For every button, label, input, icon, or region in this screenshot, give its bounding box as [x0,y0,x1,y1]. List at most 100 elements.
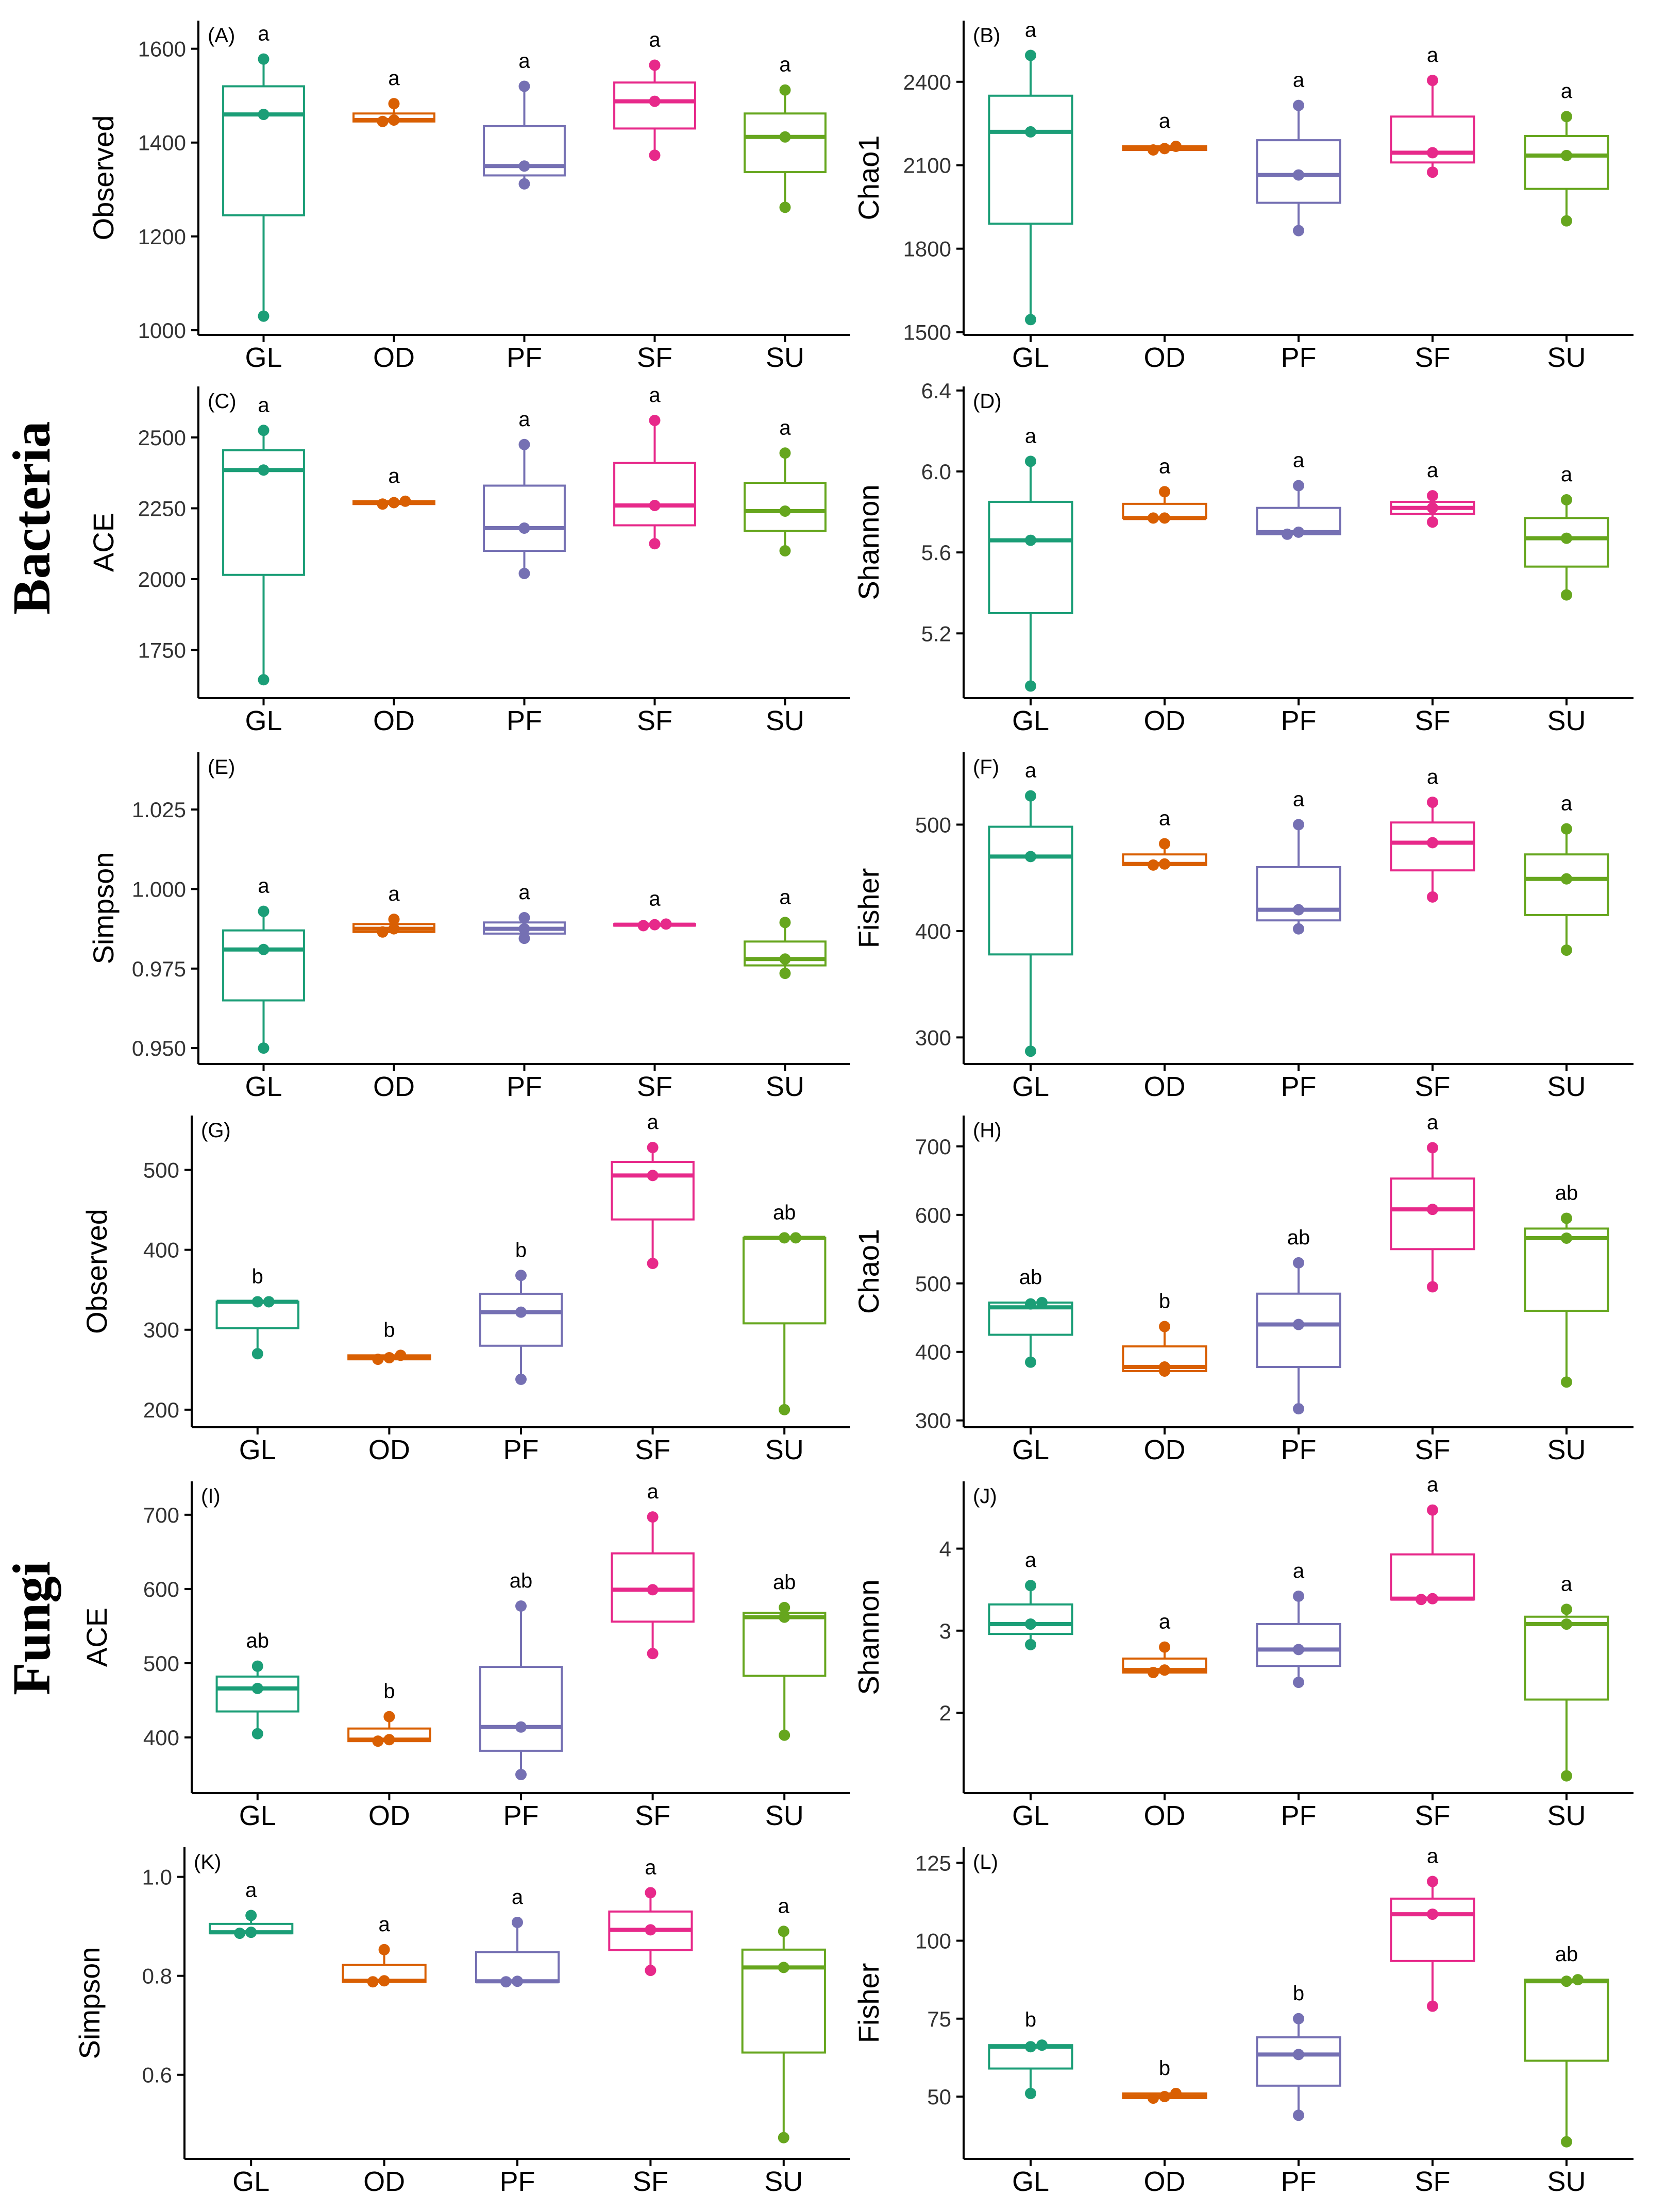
x-tick-label: PF [1281,1434,1316,1465]
data-point [258,310,270,322]
significance-letter: a [388,465,400,487]
data-point [518,438,530,450]
y-tick-label: 0.8 [142,1964,172,1988]
box-SU: a [744,54,827,213]
y-tick-label: 700 [143,1503,179,1527]
significance-letter: a [258,23,270,45]
data-point [1025,2041,1036,2053]
data-point [1025,2087,1036,2099]
data-point [779,545,791,556]
box-OD: b [1122,1290,1207,1377]
data-point [518,522,530,534]
data-point [1148,2092,1159,2104]
data-point [1561,215,1572,227]
data-point [377,115,389,127]
data-point [367,1976,379,1988]
data-point [1148,144,1159,156]
data-point [1293,819,1304,831]
x-tick-label: SF [637,1071,672,1102]
box-SF: a [611,1480,695,1660]
box-OD: b [1122,2057,1207,2104]
data-point [1561,532,1572,544]
data-point [1427,1142,1438,1154]
x-tick-label: SF [1415,705,1450,736]
x-tick-label: SU [1547,2166,1586,2197]
significance-letter: a [779,54,791,76]
panel-label: (C) [208,390,237,413]
data-point [1293,1644,1304,1656]
data-point [258,1042,270,1054]
panel-label: (A) [208,24,235,47]
data-point [1427,1909,1438,1920]
significance-letter: a [1293,69,1305,92]
data-point [518,160,530,172]
x-tick-label: OD [1144,1071,1186,1102]
y-tick-label: 100 [915,1929,951,1953]
box-PF: a [1256,788,1341,935]
significance-letter: ab [1287,1226,1310,1249]
box-SU: ab [742,1201,827,1415]
data-point [258,109,270,121]
y-tick-label: 400 [915,919,951,943]
data-point [779,1404,790,1415]
x-tick-label: SF [1415,1071,1450,1102]
box-SU: a [1524,792,1609,956]
box-GL: a [988,425,1073,692]
box-SF: a [1390,459,1475,528]
x-tick-label: OD [368,1800,410,1831]
y-axis-title: Observed [87,115,120,241]
data-point [1293,225,1304,237]
x-tick-label: SF [1415,342,1450,373]
data-point [1427,490,1438,502]
data-point [1427,891,1438,903]
data-point [515,1768,527,1780]
y-tick-label: 400 [915,1340,951,1364]
y-tick-label: 1.0 [142,1865,172,1889]
y-tick-label: 1750 [138,638,186,663]
box-iqr [222,929,305,1002]
data-point [1025,790,1036,802]
x-tick-label: PF [1281,2166,1316,2197]
data-point [1427,1593,1438,1605]
x-tick-label: PF [507,1071,542,1102]
significance-letter: ab [1555,1943,1578,1966]
y-tick-label: 700 [915,1135,951,1159]
data-point [500,1976,512,1988]
data-point [1561,1770,1572,1782]
data-point [1561,589,1572,601]
x-tick-label: SF [633,2166,668,2197]
data-point [1561,1975,1572,1987]
box-PF: a [483,408,566,579]
data-point [518,933,530,944]
data-point [1148,1666,1159,1678]
box-iqr [613,462,696,527]
panel-label: (L) [973,1851,998,1873]
y-tick-label: 600 [915,1203,951,1227]
significance-letter: ab [510,1569,533,1592]
data-point [1416,1594,1427,1606]
data-point [1148,859,1159,871]
data-point [1293,2049,1304,2061]
data-point [647,1142,659,1154]
data-point [779,131,791,143]
data-point [1025,1618,1036,1630]
data-point [1148,512,1159,524]
data-point [378,1944,390,1955]
x-tick-label: SU [766,1071,804,1102]
significance-letter: a [779,886,791,908]
data-point [1427,797,1438,808]
data-point [1170,141,1182,152]
data-point [1293,2109,1304,2121]
data-point [1025,1639,1036,1650]
significance-letter: b [383,1319,395,1341]
panel-C: (C) ACE 1750 2000 2250 2500 GL a OD a PF a SF a SU a [87,384,850,736]
data-point [1025,49,1036,61]
data-point [660,918,672,930]
data-point [518,80,530,92]
significance-letter: b [515,1239,527,1261]
data-point [515,1721,527,1733]
x-tick-label: SF [635,1800,670,1831]
box-GL: b [988,2008,1073,2099]
data-point [779,1601,790,1613]
data-point [1427,147,1438,159]
